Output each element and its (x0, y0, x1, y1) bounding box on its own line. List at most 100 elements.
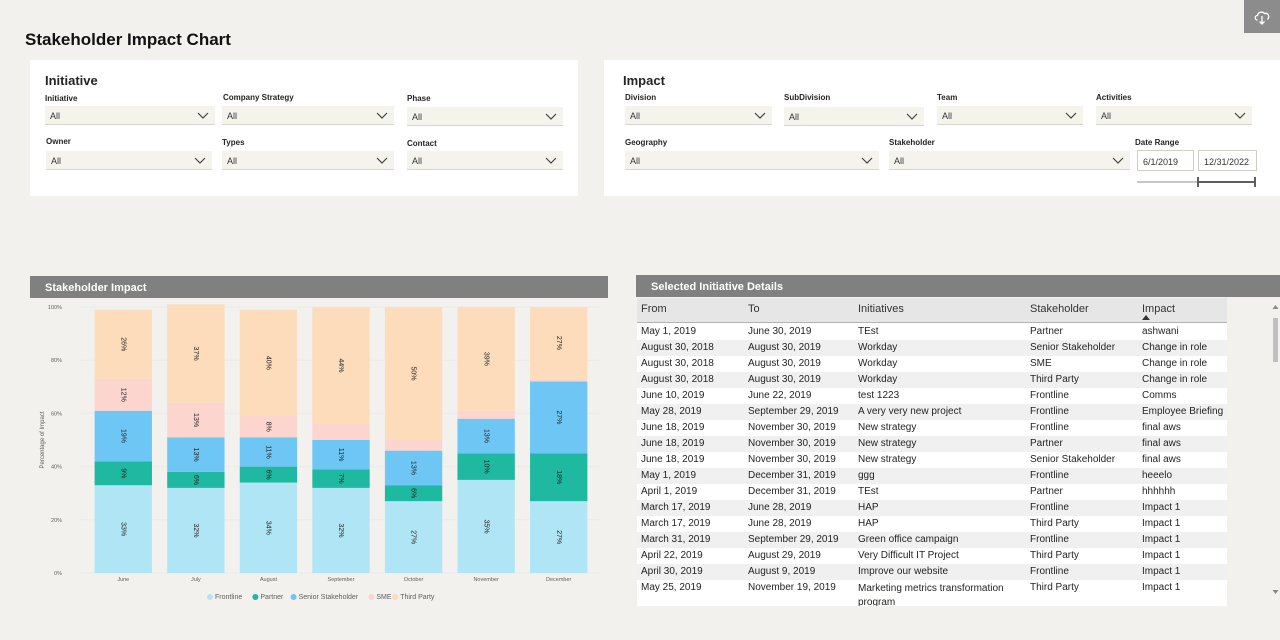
cell-stakeholder: Frontline (1030, 406, 1069, 417)
bar-segment (457, 453, 515, 480)
table-row[interactable]: May 28, 2019 September 29, 2019 A very ver… (637, 404, 1227, 420)
cell-initiatives: HAP (858, 518, 879, 529)
legend-label: Frontline (215, 594, 242, 601)
bar-segment (457, 307, 515, 411)
division-dropdown[interactable]: All (625, 106, 772, 125)
column-header-to[interactable]: To (744, 298, 854, 322)
team-dropdown[interactable]: All (937, 106, 1083, 125)
types-dropdown-value: All (227, 156, 238, 166)
initiative-dropdown[interactable]: All (45, 106, 215, 125)
geography-dropdown[interactable]: All (625, 151, 879, 170)
date-range-slider-fill (1196, 181, 1256, 183)
legend-marker (368, 594, 375, 600)
data-label: 39% (482, 352, 489, 366)
table-scrollbar[interactable] (1271, 298, 1280, 608)
cell-from: May 1, 2019 (641, 326, 697, 337)
activities-dropdown-value: All (1101, 111, 1112, 121)
x-tick-label: November (473, 577, 499, 583)
stacked-bar-chart: 0% 20% 40% 60% 80% 100% Percentage of Impact 33… (40, 304, 600, 601)
bar-segment (312, 469, 370, 488)
table-row[interactable]: March 17, 2019 June 28, 2019 HAP Frontline I… (637, 500, 1227, 516)
column-header-impact[interactable]: Impact (1138, 298, 1227, 322)
cell-to: June 28, 2019 (748, 518, 812, 529)
cell-initiatives: A very very new project (858, 406, 962, 417)
cell-impact: Impact 1 (1142, 582, 1181, 593)
column-header-from[interactable]: From (637, 298, 744, 322)
table-row[interactable]: April 30, 2019 August 9, 2019 Improve our … (637, 564, 1227, 580)
cell-initiatives: Green office campaign (858, 534, 959, 545)
table-row[interactable]: April 22, 2019 August 29, 2019 Very Diffic… (637, 548, 1227, 564)
table-row[interactable]: May 1, 2019 June 30, 2019 TEst Partner ashwa… (637, 324, 1227, 340)
bar-segment (94, 309, 152, 379)
cell-initiatives: Marketing metrics transformation program (858, 583, 1004, 606)
cell-stakeholder: Partner (1030, 486, 1063, 497)
cell-from: May 1, 2019 (641, 470, 697, 481)
cell-to: November 30, 2019 (748, 438, 836, 449)
table-row[interactable]: March 31, 2019 September 29, 2019 Green of… (637, 532, 1227, 548)
stakeholder-impact-chart: 0% 20% 40% 60% 80% 100% Percentage of Impact 33… (30, 298, 608, 610)
cell-from: May 25, 2019 (641, 582, 702, 593)
table-row[interactable]: August 30, 2018 August 30, 2019 Workday SME… (637, 356, 1227, 372)
bar-segment (530, 381, 588, 454)
cell-initiatives: Improve our website (858, 566, 949, 577)
data-label: 9% (119, 468, 126, 478)
subdivision-dropdown[interactable]: All (784, 107, 924, 126)
types-dropdown[interactable]: All (222, 151, 394, 170)
cell-impact: Impact 1 (1142, 502, 1181, 513)
table-row[interactable]: June 18, 2019 November 30, 2019 New strate… (637, 436, 1227, 452)
phase-filter-label: Phase (407, 94, 431, 103)
bar-segment (384, 485, 443, 502)
data-label: 27% (555, 410, 562, 424)
bar-segment (239, 482, 298, 573)
cell-from: April 22, 2019 (641, 550, 703, 561)
cell-impact: Impact 1 (1142, 518, 1181, 529)
table-row[interactable]: May 1, 2019 December 31, 2019 ggg Frontline… (637, 468, 1227, 484)
table-row[interactable]: August 30, 2018 August 30, 2019 Workday Sen… (637, 340, 1227, 356)
activities-dropdown[interactable]: All (1096, 106, 1252, 125)
cell-from: August 30, 2018 (641, 358, 714, 369)
table-row[interactable]: March 17, 2019 June 28, 2019 HAP Third Part… (637, 516, 1227, 532)
bar-segment (384, 450, 443, 486)
division-filter-label: Division (625, 93, 657, 102)
impact-filter-panel: Impact Division All SubDivision All Team… (604, 60, 1280, 196)
table-row[interactable]: June 18, 2019 November 30, 2019 New strate… (637, 452, 1227, 468)
table-row[interactable]: June 18, 2019 November 30, 2019 New strate… (637, 420, 1227, 436)
x-tick-label: June (117, 577, 129, 583)
cell-impact: Impact 1 (1142, 566, 1181, 577)
cell-from: April 1, 2019 (641, 486, 698, 497)
date-range-slider-start-handle[interactable] (1196, 177, 1199, 187)
table-scrollbar-thumb[interactable] (1273, 318, 1278, 362)
phase-dropdown[interactable]: All (407, 107, 563, 126)
cell-stakeholder: Frontline (1030, 534, 1069, 545)
contact-dropdown[interactable]: All (407, 151, 563, 170)
data-label: 7% (337, 474, 344, 484)
date-range-slider-end-handle[interactable] (1254, 177, 1256, 187)
bar-segment (239, 466, 298, 483)
bar-segment (530, 453, 588, 502)
cell-initiatives: Workday (858, 374, 898, 385)
data-label: 32% (192, 523, 199, 537)
column-header-initiatives[interactable]: Initiatives (854, 298, 1026, 322)
table-row[interactable]: April 1, 2019 December 31, 2019 TEst Partne… (637, 484, 1227, 500)
cell-stakeholder: Partner (1030, 438, 1063, 449)
stakeholder-dropdown[interactable]: All (889, 151, 1130, 170)
company-strategy-dropdown[interactable]: All (222, 106, 394, 125)
page-title: Stakeholder Impact Chart (25, 30, 231, 49)
cell-to: August 30, 2019 (748, 358, 821, 369)
table-row[interactable]: August 30, 2018 August 30, 2019 Workday Thi… (637, 372, 1227, 388)
bar-segment (94, 410, 152, 462)
table-row[interactable]: May 25, 2019 November 19, 2019 Marketing m… (637, 580, 1227, 606)
column-header-stakeholder[interactable]: Stakeholder (1026, 298, 1138, 322)
chevron-down-icon (194, 157, 206, 164)
owner-dropdown[interactable]: All (46, 151, 212, 170)
company-strategy-filter-label: Company Strategy (223, 93, 294, 102)
bar-segment (530, 501, 588, 573)
table-row[interactable]: June 10, 2019 June 22, 2019 test 1223 Front… (637, 388, 1227, 404)
initiative-filter-label: Initiative (45, 94, 78, 103)
cell-to: December 31, 2019 (748, 486, 836, 497)
data-label: 11% (265, 445, 272, 459)
geography-dropdown-value: All (630, 156, 641, 166)
download-button[interactable] (1244, 0, 1280, 33)
date-range-start-input[interactable]: 6/1/2019 (1137, 150, 1194, 171)
date-range-end-input[interactable]: 12/31/2022 (1198, 150, 1257, 171)
